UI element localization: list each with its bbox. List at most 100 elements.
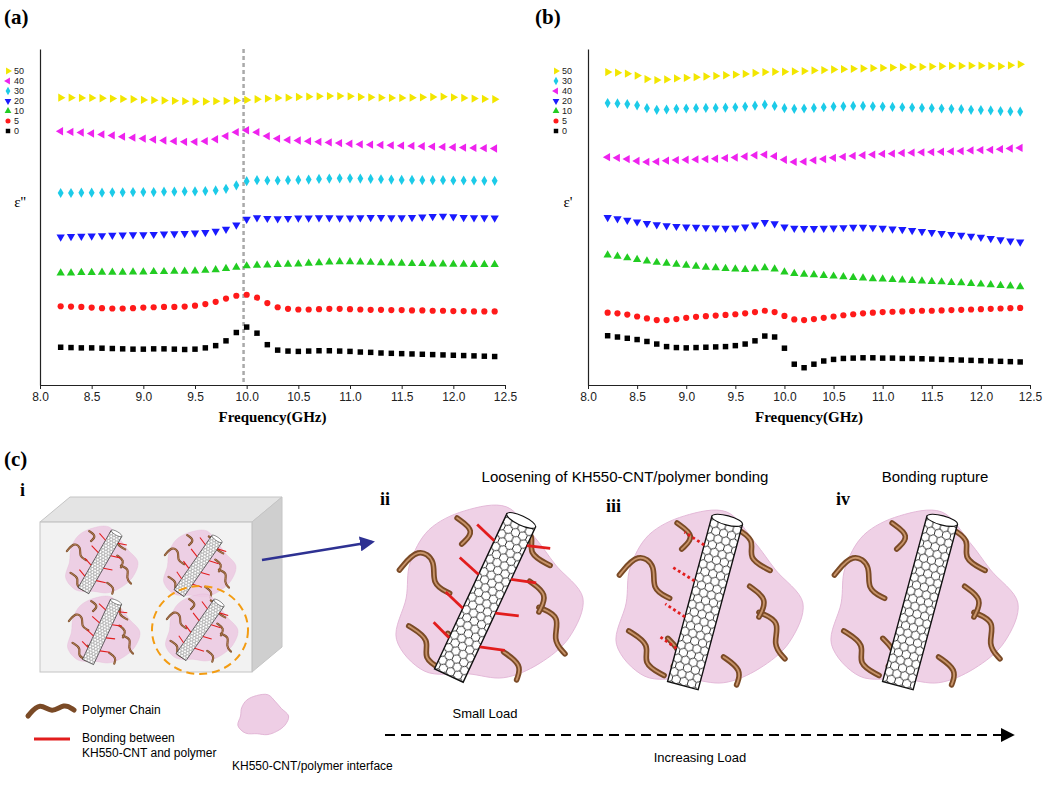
marker [223, 184, 229, 194]
marker [633, 219, 641, 226]
marker [58, 93, 65, 101]
legend-marker [553, 118, 558, 123]
marker [761, 220, 769, 227]
polymer-chain-highlight [215, 560, 221, 572]
cnt-body [435, 514, 536, 682]
marker [978, 306, 984, 312]
bond [98, 533, 107, 540]
marker [829, 225, 837, 232]
marker [949, 62, 956, 70]
plot-area [56, 49, 500, 385]
polymer-chain [187, 535, 192, 545]
marker [57, 268, 65, 275]
marker [743, 70, 750, 78]
marker [770, 152, 777, 160]
marker [201, 266, 209, 273]
marker [131, 95, 138, 103]
x-tick: 8.5 [84, 385, 101, 404]
marker [265, 342, 270, 347]
marker [161, 304, 167, 310]
marker [664, 75, 671, 83]
marker [603, 153, 610, 161]
marker [274, 260, 282, 267]
marker [377, 258, 385, 265]
marker [683, 103, 689, 113]
marker [888, 149, 895, 157]
legend-label: 5 [14, 116, 19, 126]
marker [919, 308, 925, 314]
x-tick-label: 9.0 [678, 390, 695, 404]
marker [929, 356, 934, 361]
x-tick-label: 11.0 [339, 390, 362, 404]
marker [419, 307, 425, 313]
x-tick: 12.0 [442, 385, 466, 404]
cnt-cluster [166, 593, 239, 666]
marker [683, 345, 688, 350]
marker [149, 135, 156, 143]
marker [811, 103, 817, 113]
marker [889, 309, 895, 315]
marker [419, 175, 425, 185]
x-tick-mark [92, 385, 93, 389]
marker [821, 102, 827, 112]
series [57, 257, 499, 275]
marker [890, 355, 895, 360]
legend-label: 20 [14, 96, 24, 106]
marker [481, 308, 487, 314]
marker [482, 95, 489, 103]
polymer-chain [219, 570, 229, 588]
marker [285, 175, 291, 185]
series [603, 144, 1023, 166]
marker [438, 143, 445, 151]
marker [988, 306, 994, 312]
bond [211, 622, 220, 630]
marker [741, 265, 749, 272]
marker [712, 225, 720, 232]
marker [120, 187, 126, 197]
marker [182, 186, 188, 196]
marker [978, 105, 984, 115]
marker [792, 361, 797, 366]
marker [193, 97, 200, 105]
marker [161, 187, 167, 197]
marker [441, 93, 448, 101]
polymer-chain [399, 553, 449, 594]
cnt-cluster [396, 499, 583, 692]
marker [418, 142, 425, 150]
legend-label: 30 [562, 76, 572, 86]
marker [623, 253, 631, 260]
marker [492, 176, 498, 186]
marker [254, 330, 259, 335]
marker [829, 271, 837, 278]
marker [880, 309, 886, 315]
series [605, 305, 1024, 323]
marker [283, 136, 290, 144]
marker [232, 128, 239, 136]
marker [948, 307, 954, 313]
polymer-chain [207, 651, 213, 662]
marker [693, 345, 698, 350]
legend-label: KH550-CNT/polymer interface [232, 759, 393, 773]
bond [663, 604, 686, 617]
marker [898, 149, 905, 157]
background [0, 0, 1057, 790]
marker [644, 315, 650, 321]
marker [652, 157, 659, 165]
marker [751, 264, 759, 271]
marker [58, 188, 64, 198]
marker [77, 128, 84, 136]
marker [409, 175, 415, 185]
cnt-cluster [68, 594, 141, 669]
polymer-chain [119, 626, 125, 638]
cnt [644, 506, 743, 690]
marker [1017, 107, 1023, 117]
polymer-chain [629, 631, 664, 676]
marker [316, 348, 321, 353]
legend-label: 0 [562, 126, 567, 136]
marker [959, 357, 964, 362]
marker [244, 176, 250, 186]
legend-label: Polymer Chain [82, 703, 161, 717]
polymer-chain [217, 624, 223, 636]
bond [118, 609, 127, 615]
marker [1007, 106, 1013, 116]
